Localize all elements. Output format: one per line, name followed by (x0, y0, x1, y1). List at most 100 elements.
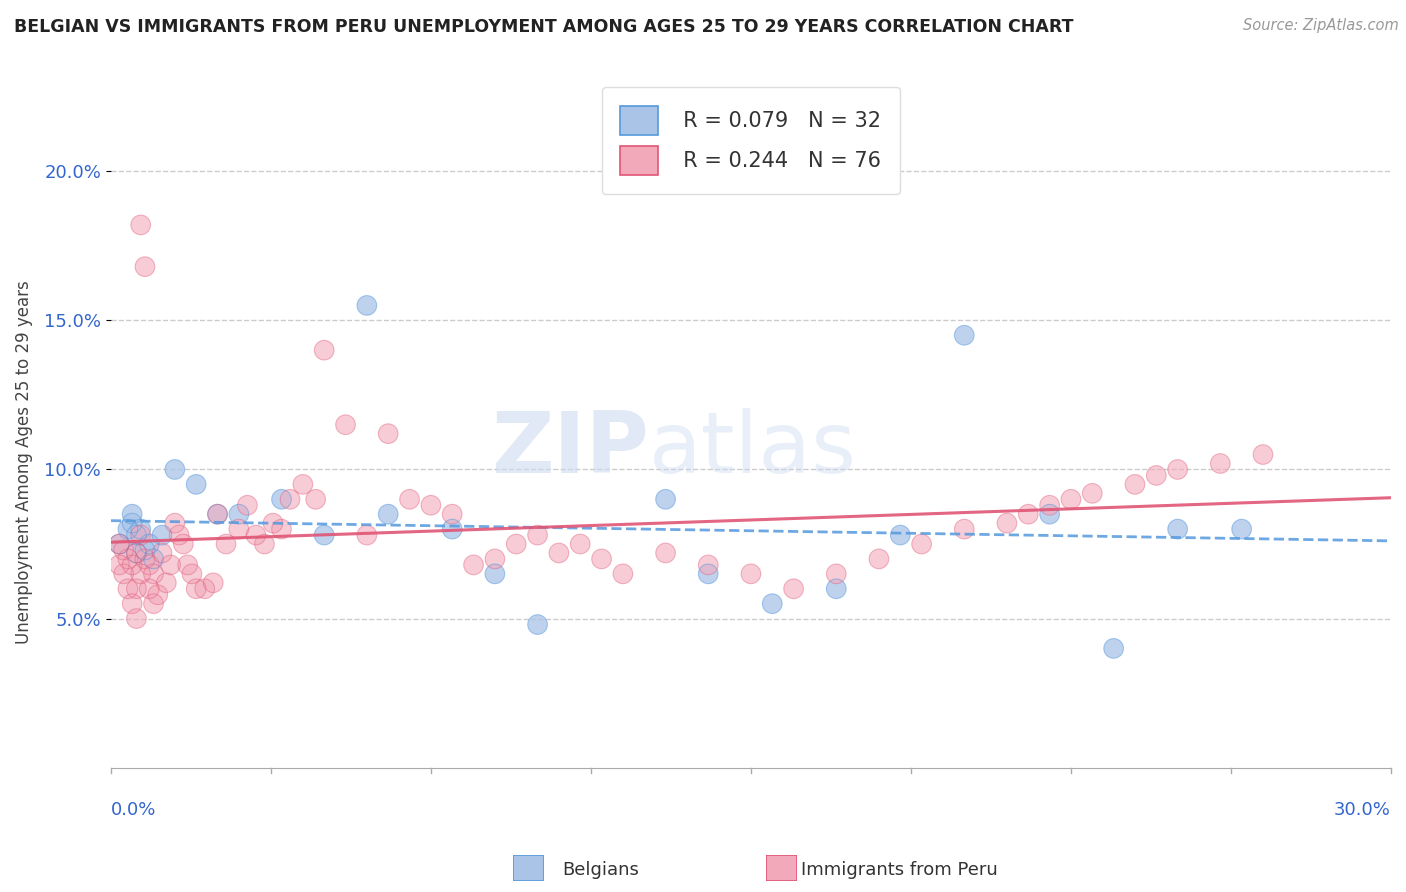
Point (129, 218, 152, 232)
Point (159, 558, 181, 572)
Point (125, 546, 148, 560)
Point (953, 328, 976, 343)
Point (1081, 486, 1104, 500)
Point (207, 507, 229, 521)
Point (142, 597, 165, 611)
Point (569, 537, 592, 551)
Point (125, 582, 148, 596)
Point (163, 462, 186, 476)
Point (1123, 477, 1146, 491)
Point (150, 528, 173, 542)
Point (278, 492, 301, 507)
Point (761, 597, 783, 611)
Point (1039, 498, 1062, 512)
Point (910, 537, 932, 551)
Point (398, 492, 420, 507)
Point (270, 492, 292, 507)
Point (125, 611, 148, 625)
Point (868, 552, 890, 566)
Point (228, 522, 250, 536)
Point (155, 575, 177, 590)
Point (129, 218, 152, 232)
Point (138, 537, 160, 551)
Point (228, 507, 250, 521)
Point (262, 516, 284, 530)
Point (112, 566, 135, 581)
Point (314, 528, 336, 542)
Point (117, 522, 139, 536)
Point (117, 522, 139, 536)
Point (108, 537, 131, 551)
Point (270, 522, 292, 536)
Point (155, 575, 177, 590)
Point (125, 611, 148, 625)
Point (1209, 457, 1232, 471)
Point (270, 522, 292, 536)
Point (125, 546, 148, 560)
Point (163, 516, 186, 530)
Point (138, 582, 160, 596)
Point (740, 566, 762, 581)
Point (163, 516, 186, 530)
Point (995, 516, 1018, 530)
Text: 30.0%: 30.0% (1334, 801, 1391, 820)
Point (1060, 492, 1083, 507)
Point (356, 528, 378, 542)
Point (207, 507, 229, 521)
Point (138, 537, 160, 551)
Point (167, 528, 190, 542)
Point (953, 522, 976, 536)
Point (112, 543, 135, 558)
Point (125, 528, 148, 542)
Point (194, 582, 217, 596)
Text: Source: ZipAtlas.com: Source: ZipAtlas.com (1243, 18, 1399, 33)
Point (569, 537, 592, 551)
Point (134, 260, 156, 274)
Point (1102, 641, 1125, 656)
Point (121, 516, 143, 530)
Point (146, 588, 169, 602)
Point (305, 492, 328, 507)
Point (526, 528, 548, 542)
Point (463, 558, 485, 572)
Point (505, 537, 527, 551)
Point (125, 546, 148, 560)
Point (228, 522, 250, 536)
Point (1230, 522, 1253, 536)
Point (108, 537, 131, 551)
Point (278, 492, 301, 507)
Point (305, 492, 328, 507)
Point (142, 552, 165, 566)
Point (142, 566, 165, 581)
Point (484, 552, 506, 566)
Point (121, 516, 143, 530)
Point (236, 498, 259, 512)
Point (150, 546, 173, 560)
Point (419, 498, 441, 512)
Point (167, 528, 190, 542)
Point (121, 507, 143, 521)
Point (825, 566, 848, 581)
Point (654, 546, 676, 560)
Point (697, 558, 720, 572)
Point (270, 492, 292, 507)
Point (150, 528, 173, 542)
Point (740, 566, 762, 581)
Point (146, 588, 169, 602)
Point (761, 597, 783, 611)
Point (117, 552, 139, 566)
Point (108, 537, 131, 551)
Point (159, 558, 181, 572)
Point (1060, 492, 1083, 507)
Point (108, 537, 131, 551)
Y-axis label: Unemployment Among Ages 25 to 29 years: Unemployment Among Ages 25 to 29 years (15, 280, 32, 644)
Point (526, 617, 548, 632)
Point (180, 566, 202, 581)
Point (548, 546, 571, 560)
Point (125, 582, 148, 596)
Point (236, 498, 259, 512)
Point (1039, 498, 1062, 512)
Point (215, 537, 238, 551)
Text: 0.0%: 0.0% (111, 801, 156, 820)
Point (335, 417, 357, 432)
